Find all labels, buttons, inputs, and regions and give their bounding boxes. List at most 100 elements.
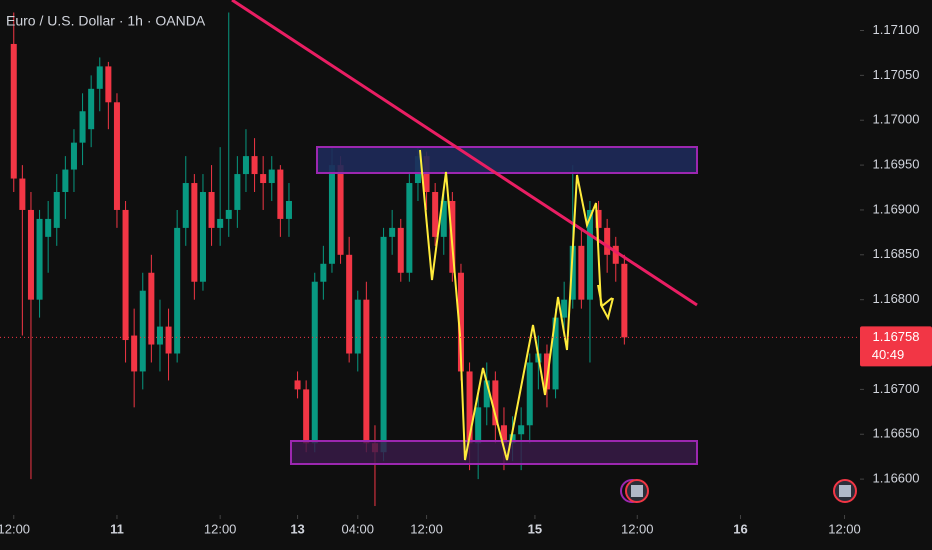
candle-body — [432, 192, 439, 237]
candle-body — [475, 407, 482, 444]
candle-body — [320, 263, 327, 282]
candle-body — [612, 245, 619, 264]
resistance-zone — [316, 146, 698, 174]
x-tick-label: 12:00 — [410, 521, 443, 536]
countdown-label: 40:49 — [872, 347, 905, 362]
candle-body — [19, 178, 26, 210]
candle-body — [500, 425, 507, 444]
candle-body — [148, 272, 155, 345]
x-tick-label: 12:00 — [0, 521, 30, 536]
trendline — [231, 0, 698, 307]
candle-body — [346, 254, 353, 354]
candle-body — [457, 272, 464, 372]
candle-body — [113, 102, 120, 210]
candle-body — [526, 362, 533, 426]
x-tick-label: 04:00 — [341, 521, 374, 536]
candle-body — [285, 200, 292, 219]
projection-arrow — [597, 284, 613, 308]
y-tick-label: 1.17050 — [873, 67, 920, 82]
candle-body — [225, 209, 232, 219]
candle-body — [10, 43, 17, 179]
candle-body — [569, 245, 576, 300]
x-tick-label: 16 — [733, 521, 747, 536]
candle-body — [561, 299, 568, 318]
candle-body — [96, 66, 103, 89]
chart-title: Euro / U.S. Dollar · 1h · OANDA — [6, 13, 206, 29]
candle-body — [251, 156, 258, 175]
candle-body — [363, 299, 370, 444]
y-tick-label: 1.16950 — [873, 157, 920, 172]
event-icon — [620, 479, 649, 503]
candle-body — [440, 200, 447, 237]
candle-body — [217, 218, 224, 228]
candle-body — [518, 425, 525, 435]
candle-body — [70, 142, 77, 170]
candle-body — [268, 169, 275, 184]
y-tick-label: 1.16800 — [873, 291, 920, 306]
candle-body — [337, 165, 344, 255]
candle-body — [380, 236, 387, 453]
candle-body — [492, 380, 499, 426]
last-price-label: 1.16758 — [873, 329, 920, 344]
x-tick-label: 15 — [528, 521, 542, 536]
x-tick-label: 11 — [110, 521, 124, 536]
candle-body — [586, 209, 593, 300]
candle-body — [578, 245, 585, 300]
last-price-box — [860, 326, 932, 367]
candle-body — [483, 380, 490, 408]
x-tick-label: 13 — [290, 521, 304, 536]
candle-body — [88, 88, 95, 130]
support-zone — [290, 440, 698, 465]
candle-body — [122, 209, 129, 341]
candle-body — [354, 299, 361, 354]
candle-body — [165, 326, 172, 354]
y-tick-label: 1.16700 — [873, 381, 920, 396]
y-tick-label: 1.16650 — [873, 426, 920, 441]
candle-body — [36, 218, 43, 300]
candle-body — [174, 227, 181, 354]
candle-body — [294, 380, 301, 390]
candle-body — [311, 281, 318, 444]
candle-body — [604, 227, 611, 255]
x-tick-label: 12:00 — [621, 521, 654, 536]
candle-body — [277, 169, 284, 219]
candle-body — [191, 183, 198, 282]
y-tick-label: 1.17100 — [873, 22, 920, 37]
candle-body — [389, 227, 396, 237]
candle-body — [234, 174, 241, 210]
candle-body — [199, 192, 206, 282]
x-tick-label: 12:00 — [828, 521, 861, 536]
y-tick-label: 1.17000 — [873, 112, 920, 127]
candle-body — [139, 290, 146, 372]
candle-body — [242, 156, 249, 175]
candle-body — [45, 218, 52, 237]
candle-body — [328, 165, 335, 264]
candle-body — [406, 183, 413, 273]
candle-body — [62, 169, 69, 193]
x-tick-label: 12:00 — [204, 521, 237, 536]
y-tick-label: 1.16850 — [873, 246, 920, 261]
candle-body — [182, 183, 189, 228]
candle-body — [595, 209, 602, 228]
candle-body — [27, 209, 34, 300]
candle-body — [131, 335, 138, 372]
candle-body — [466, 371, 473, 444]
candle-body — [509, 434, 516, 444]
candle-body — [260, 174, 267, 184]
candle-body — [208, 192, 215, 228]
event-icon — [833, 479, 857, 503]
candle-body — [105, 66, 112, 103]
candle-body — [156, 326, 163, 345]
candle-body — [552, 317, 559, 390]
candle-body — [397, 227, 404, 273]
y-tick-label: 1.16900 — [873, 201, 920, 216]
projection-path — [419, 149, 614, 461]
candle-body — [543, 353, 550, 390]
y-tick-label: 1.16600 — [873, 471, 920, 486]
candle-body — [53, 192, 60, 228]
candle-body — [303, 389, 310, 444]
candle-body — [423, 156, 430, 193]
candle-body — [621, 263, 628, 338]
